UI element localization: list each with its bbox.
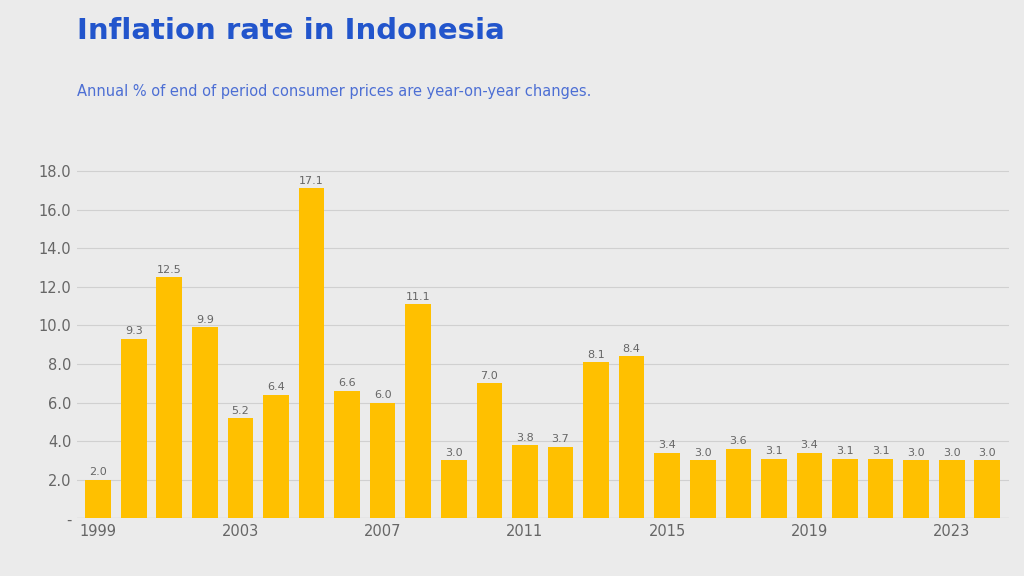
Text: 11.1: 11.1 (406, 291, 430, 302)
Bar (903, 460, 929, 518)
Bar (406, 304, 431, 518)
Bar (797, 453, 822, 518)
Bar (726, 449, 752, 518)
Bar (690, 460, 716, 518)
Text: 6.6: 6.6 (338, 378, 356, 388)
Text: 3.1: 3.1 (871, 446, 890, 456)
Bar (157, 277, 182, 518)
Bar (512, 445, 538, 518)
Text: 3.1: 3.1 (837, 446, 854, 456)
Text: Annual % of end of period consumer prices are year-on-year changes.: Annual % of end of period consumer price… (77, 84, 591, 98)
Bar (263, 395, 289, 518)
Bar (85, 480, 111, 518)
Text: Inflation rate in Indonesia: Inflation rate in Indonesia (77, 17, 505, 46)
Bar (618, 357, 644, 518)
Bar (975, 460, 1000, 518)
Bar (299, 188, 325, 518)
Text: 3.7: 3.7 (552, 434, 569, 445)
Bar (476, 383, 502, 518)
Text: 6.0: 6.0 (374, 390, 391, 400)
Bar (227, 418, 253, 518)
Text: 3.0: 3.0 (445, 448, 463, 458)
Text: 7.0: 7.0 (480, 371, 499, 381)
Text: 3.0: 3.0 (943, 448, 961, 458)
Bar (939, 460, 965, 518)
Bar (654, 453, 680, 518)
Text: 8.4: 8.4 (623, 344, 641, 354)
Text: 3.4: 3.4 (801, 440, 818, 450)
Text: 8.1: 8.1 (587, 350, 605, 359)
Bar (193, 327, 218, 518)
Bar (548, 447, 573, 518)
Text: 3.6: 3.6 (729, 437, 748, 446)
Bar (584, 362, 609, 518)
Text: 12.5: 12.5 (157, 264, 181, 275)
Text: 5.2: 5.2 (231, 406, 249, 415)
Bar (833, 458, 858, 518)
Text: 2.0: 2.0 (89, 467, 108, 478)
Text: 17.1: 17.1 (299, 176, 324, 186)
Text: 9.3: 9.3 (125, 327, 142, 336)
Text: 3.0: 3.0 (907, 448, 925, 458)
Text: 6.4: 6.4 (267, 382, 285, 392)
Bar (441, 460, 467, 518)
Bar (867, 458, 893, 518)
Text: 3.0: 3.0 (694, 448, 712, 458)
Text: 3.0: 3.0 (979, 448, 996, 458)
Text: 9.9: 9.9 (196, 315, 214, 325)
Text: 3.1: 3.1 (765, 446, 782, 456)
Text: 3.4: 3.4 (658, 440, 676, 450)
Bar (761, 458, 786, 518)
Bar (370, 403, 395, 518)
Bar (121, 339, 146, 518)
Bar (334, 391, 359, 518)
Text: 3.8: 3.8 (516, 433, 534, 442)
